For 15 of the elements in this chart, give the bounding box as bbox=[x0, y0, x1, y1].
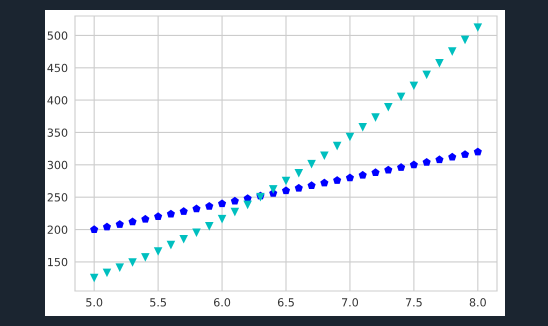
x-tick-label: 8.0 bbox=[470, 298, 486, 307]
y-tick-label: 500 bbox=[48, 31, 68, 40]
x-tick-label: 6.0 bbox=[214, 298, 230, 307]
x-tick-label: 6.5 bbox=[278, 298, 294, 307]
y-tick-label: 250 bbox=[48, 193, 68, 202]
y-tick-label: 300 bbox=[48, 160, 68, 170]
x-tick-label: 5.0 bbox=[86, 298, 102, 307]
x-tick-label: 5.5 bbox=[150, 298, 166, 307]
y-tick-label: 400 bbox=[47, 96, 68, 104]
y-tick-label: 350 bbox=[48, 128, 68, 137]
y-tick-label: 200 bbox=[48, 226, 68, 234]
x-tick-label: 7.0 bbox=[342, 298, 358, 307]
x-tick-label: 7.5 bbox=[406, 298, 422, 307]
y-tick-label: 150 bbox=[48, 258, 68, 266]
y-tick-label: 450 bbox=[47, 64, 68, 72]
